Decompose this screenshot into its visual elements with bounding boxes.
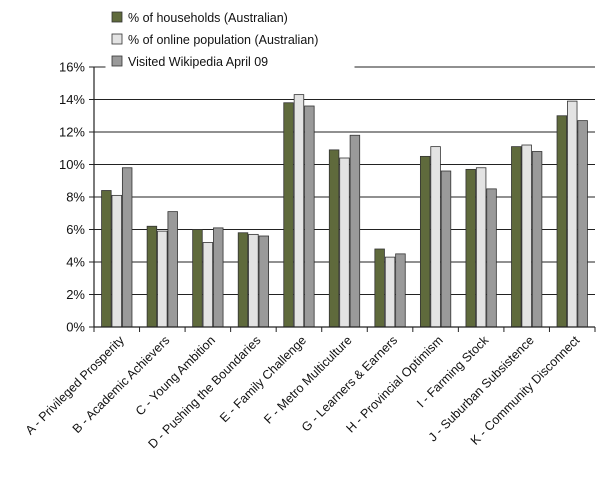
bar-b-s2 xyxy=(157,230,168,328)
y-axis-ticks: 0% 2% 4% 6% 8% 10% 12% 14% 16% xyxy=(59,60,94,335)
bar-g-s3 xyxy=(395,253,406,328)
bar-k-s1 xyxy=(556,115,568,328)
y-tick-label: 2% xyxy=(66,287,85,302)
bar-e-s3 xyxy=(304,105,315,328)
legend-label: Visited Wikipedia April 09 xyxy=(128,55,268,69)
bar-j-s1 xyxy=(511,146,522,328)
y-tick-label: 10% xyxy=(59,157,85,172)
legend-swatch xyxy=(111,55,123,67)
bar-a-s1 xyxy=(101,190,112,328)
bar-k-s3 xyxy=(577,120,588,328)
bar-b-s3 xyxy=(167,211,178,328)
y-tick-label: 4% xyxy=(66,255,85,270)
y-tick-label: 16% xyxy=(59,60,85,75)
bars xyxy=(101,94,588,328)
axes xyxy=(93,67,595,328)
legend-label: % of households (Australian) xyxy=(128,11,288,25)
bar-h-s2 xyxy=(430,146,441,328)
legend-swatch xyxy=(111,11,123,23)
bar-h-s1 xyxy=(419,155,431,328)
y-tick-label: 8% xyxy=(66,190,85,205)
bar-j-s2 xyxy=(521,144,532,328)
x-category-label: C - Young Ambition xyxy=(133,333,218,418)
bar-i-s1 xyxy=(465,168,476,328)
y-tick-label: 6% xyxy=(66,222,85,237)
bar-i-s2 xyxy=(475,167,487,328)
legend-box xyxy=(105,3,355,77)
bar-k-s2 xyxy=(567,100,578,328)
bar-f-s1 xyxy=(328,149,340,328)
x-category-label: E - Family Challenge xyxy=(217,333,309,425)
legend: % of households (Australian) % of online … xyxy=(105,3,355,77)
bar-j-s3 xyxy=(531,151,543,328)
bar-c-s2 xyxy=(202,242,214,328)
bar-f-s3 xyxy=(349,134,361,328)
legend-label: % of online population (Australian) xyxy=(128,33,318,47)
legend-swatch xyxy=(111,33,123,45)
bar-b-s1 xyxy=(146,225,158,328)
bar-a-s3 xyxy=(121,167,133,328)
bar-c-s3 xyxy=(213,227,224,328)
bar-a-s2 xyxy=(111,194,122,328)
bar-g-s1 xyxy=(374,248,385,328)
bar-h-s3 xyxy=(440,170,452,328)
bar-d-s1 xyxy=(237,232,249,328)
bar-d-s2 xyxy=(248,233,259,328)
bar-i-s3 xyxy=(486,188,497,328)
bar-e-s2 xyxy=(293,94,305,328)
y-tick-label: 12% xyxy=(59,125,85,140)
bar-e-s1 xyxy=(283,102,294,328)
y-tick-label: 14% xyxy=(59,92,85,107)
y-tick-label: 0% xyxy=(66,320,85,335)
bar-f-s2 xyxy=(339,157,350,328)
bar-g-s2 xyxy=(384,256,396,328)
x-category-label: F - Metro Multiculture xyxy=(261,333,354,426)
bar-c-s1 xyxy=(192,229,203,328)
bar-d-s3 xyxy=(258,235,270,328)
